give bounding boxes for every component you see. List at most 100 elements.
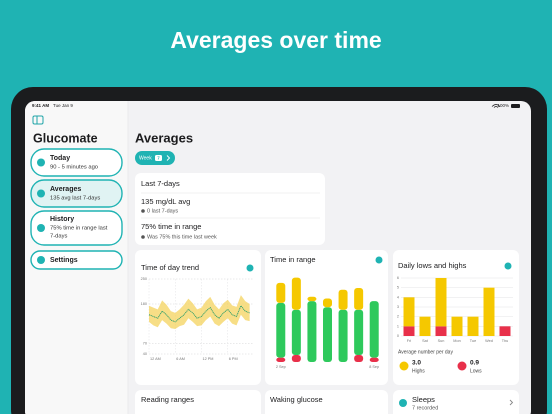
card-title: Time of day trend [141,263,199,272]
battery-icon [511,104,520,108]
bar-segment [483,287,495,336]
x-tick-label: Thu [502,339,509,343]
nav-subtitle: 90 - 5 minutes ago [50,165,98,171]
nav-pill[interactable] [30,250,123,270]
x-tick-label: Sat [422,339,429,343]
nav-pill[interactable] [30,210,123,246]
lows-value: 0.9 [470,360,479,367]
bar-segment [291,277,301,310]
summary-heading: Last 7-days [141,179,180,188]
bar-segment [307,301,317,362]
y-tick-label: 2 [397,315,399,319]
y-tick-label: 40 [143,352,147,356]
trend-line [148,304,250,323]
nav-title: Averages [50,186,81,193]
nav-pill-selected[interactable] [30,179,123,208]
card-title: Reading ranges [141,395,194,404]
headline: Averages over time [170,27,381,53]
status-battery: 100% [497,103,509,108]
x-tick-label: Tue [470,339,476,343]
wifi-icon [491,104,501,108]
period-number: 7 [157,155,160,160]
card-title: Time in range [270,255,316,264]
more-button[interactable] [504,262,512,270]
bar-segment [354,309,364,356]
x-tick-label: Mon [453,339,460,343]
bar-segment [291,355,301,362]
sidebar-toggle[interactable] [32,115,44,125]
change-icon [141,209,145,213]
screen: 9:41 AM Tue Jan 9 100% Glucomate Today 9… [25,101,531,414]
nav-subtitle: 75% time in range last [50,226,108,232]
chevron [166,155,171,161]
card-title: Sleeps [412,395,435,404]
y-tick-label: 250 [141,277,147,281]
bar-segment [291,309,301,356]
x-tick-label: 2 Sep [276,365,286,369]
card-title: Waking glucose [270,395,323,404]
nav-subtitle: 7-days [50,234,68,240]
waking-glucose-card[interactable] [265,390,388,414]
card-subtitle: 7 recorded [412,405,438,411]
sleeps-icon [399,399,407,407]
bar-segment [323,307,332,362]
nav-title: Settings [50,257,78,264]
bar-segment [369,301,379,358]
y-tick-label: 3 [397,305,399,309]
bar-segment [338,309,348,362]
x-tick-label: Wed [485,339,493,343]
more-button[interactable] [246,264,254,272]
period-badge [155,155,162,161]
bar-segment [435,278,447,327]
summary-tir-comparison: Was 75% this time last week [147,234,217,240]
x-tick-label: 6 PM [229,357,238,361]
highs-value: 3.0 [412,360,421,367]
x-tick-label: 8 Sep [369,365,379,369]
y-tick-label: 70 [143,341,147,345]
summary-average-change: 0 last 7-days [147,208,178,214]
bar-segment [276,282,286,303]
status-time: 9:41 AM [32,103,49,108]
chevron [509,399,514,406]
bar-segment [435,326,447,336]
x-tick-label: 12 AM [150,357,161,361]
summary-card [135,173,325,245]
lows-label: Lows [470,368,482,374]
y-tick-label: 1 [397,324,399,328]
page-title: Averages [135,130,193,145]
nav-history[interactable]: History 75% time in range last 7-days [30,210,123,246]
bar-segment [276,302,286,358]
card-footer: Average number per day [398,349,453,355]
nav-today[interactable]: Today 90 - 5 minutes ago [30,148,123,177]
nav-settings[interactable]: Settings [30,250,123,270]
y-tick-label: 0 [397,334,399,338]
summary-average: 135 mg/dL avg [141,197,190,206]
nav-pill[interactable] [30,148,123,177]
lows-icon [457,361,467,371]
period-picker[interactable]: Week 7 [135,151,175,165]
nav-title: Today [50,155,70,162]
nav-averages[interactable]: Averages 135 avg last 7-days [30,179,123,208]
more-button[interactable] [375,256,383,264]
nav-icon [37,189,45,198]
reading-ranges-card[interactable] [135,390,261,414]
highs-icon [399,361,409,371]
bar-segment [338,289,348,310]
bar-segment [354,355,364,362]
change-icon [141,235,145,239]
range-band [149,295,250,329]
nav-subtitle: 135 avg last 7-days [50,196,100,202]
highs-label: Highs [412,368,425,374]
bar-segment [354,288,364,310]
bar-segment [419,316,431,336]
nav-icon [37,256,45,264]
bar-segment [499,326,511,336]
bar-segment [307,296,317,302]
charts: 40 70 180 250 12 AM 6 AM 12 PM 6 PM 2 Sep 8 Sep 0 1… [141,276,513,369]
y-tick-label: 4 [397,295,399,299]
y-tick-label: 5 [397,286,399,290]
sleeps-card[interactable] [393,390,519,414]
app-title: Glucomate [33,131,98,145]
x-tick-label: 12 PM [203,357,214,361]
